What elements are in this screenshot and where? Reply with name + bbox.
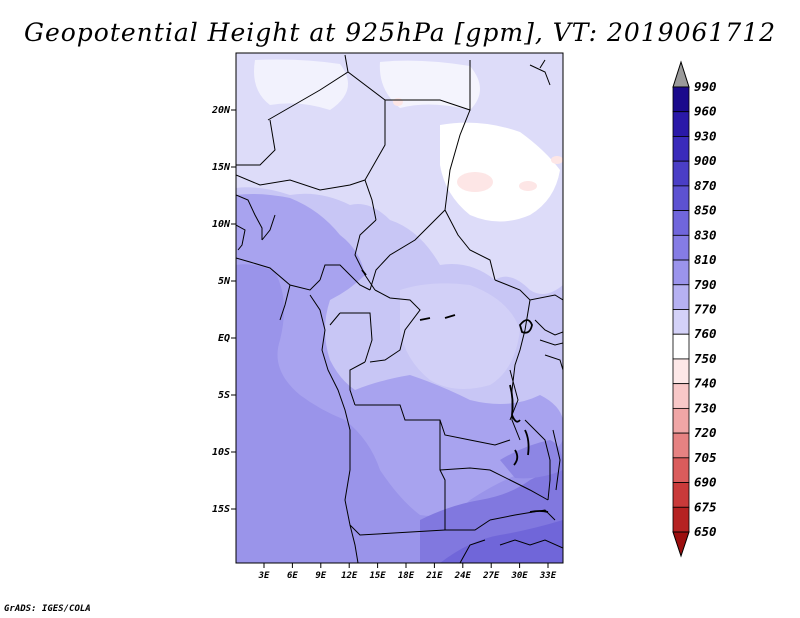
- lon-label: 30E: [510, 571, 528, 581]
- colorbar-segment: [672, 259, 690, 286]
- grads-credit: GrADS: IGES/COLA: [4, 604, 91, 614]
- lat-label: 20N: [211, 105, 231, 116]
- longitude-axis: 3E 6E 9E 12E 15E 18E 21E 24E 27E 30E 33E: [258, 563, 557, 581]
- colorbar-segment: [672, 185, 690, 212]
- colorbar-label: 810: [694, 252, 717, 267]
- colorbar-segment: [672, 407, 690, 434]
- colorbar-label: 650: [694, 524, 717, 539]
- lat-label: 10S: [212, 447, 230, 458]
- colorbar-label: 750: [694, 351, 717, 366]
- colorbar-segment: [672, 432, 690, 459]
- colorbar-segment: [672, 358, 690, 385]
- colorbar-label: 830: [694, 227, 717, 242]
- colorbar-segment: [672, 482, 690, 508]
- lat-label: 10N: [212, 219, 231, 230]
- colorbar-segment: [672, 457, 690, 483]
- lon-label: 15E: [369, 571, 386, 581]
- lon-label: 33E: [539, 571, 557, 581]
- colorbar-label: 675: [694, 499, 717, 514]
- colorbar-label: 770: [694, 302, 717, 317]
- lon-label: 6E: [287, 571, 298, 581]
- colorbar-segment: [672, 309, 690, 335]
- map-frame: [235, 52, 564, 564]
- colorbar-min-triangle: [672, 531, 690, 558]
- colorbar: 990 960 930 900 870 850 830 810 790 770 760 750 740 7…: [672, 60, 717, 558]
- colorbar-label: 870: [694, 178, 717, 193]
- lat-label: 15S: [212, 504, 230, 515]
- colorbar-label: 720: [694, 425, 717, 440]
- colorbar-segment: [672, 383, 690, 409]
- lat-label: 15N: [212, 162, 231, 173]
- lon-label: 12E: [341, 571, 358, 581]
- colorbar-segment: [672, 234, 690, 261]
- colorbar-segment: [672, 136, 690, 162]
- country-borders: [236, 54, 563, 563]
- lon-label: 9E: [315, 571, 326, 581]
- chart-title: Geopotential Height at 925hPa [gpm], VT:…: [23, 18, 777, 47]
- height-field: [236, 53, 563, 563]
- colorbar-label: 760: [694, 326, 717, 341]
- lon-label: 21E: [425, 571, 443, 581]
- colorbar-segment: [672, 333, 690, 360]
- colorbar-label: 850: [694, 203, 717, 218]
- latitude-axis: 20N 15N 10N 5N EQ 5S 10S 15S: [211, 105, 236, 515]
- lat-label: EQ: [218, 333, 230, 344]
- colorbar-label: 990: [694, 79, 717, 94]
- colorbar-label: 790: [694, 277, 717, 292]
- lakes: [361, 269, 549, 513]
- colorbar-label: 705: [694, 450, 717, 465]
- colorbar-segment: [672, 284, 690, 310]
- lat-label: 5N: [218, 276, 231, 287]
- colorbar-label: 740: [694, 376, 717, 391]
- colorbar-segment: [672, 160, 690, 187]
- colorbar-segment: [672, 210, 690, 236]
- lat-label: 5S: [218, 390, 230, 401]
- colorbar-label: 690: [694, 475, 717, 490]
- lon-label: 18E: [398, 571, 415, 581]
- lon-label: 3E: [258, 571, 270, 581]
- colorbar-label: 930: [694, 128, 717, 143]
- colorbar-segment: [672, 86, 690, 113]
- colorbar-label: 900: [694, 153, 717, 168]
- colorbar-segment: [672, 506, 690, 533]
- lon-label: 24E: [454, 571, 472, 581]
- colorbar-label: 730: [694, 400, 717, 415]
- lon-label: 27E: [482, 571, 500, 581]
- colorbar-max-triangle: [672, 60, 690, 88]
- colorbar-segment: [672, 111, 690, 137]
- colorbar-label: 960: [694, 104, 717, 119]
